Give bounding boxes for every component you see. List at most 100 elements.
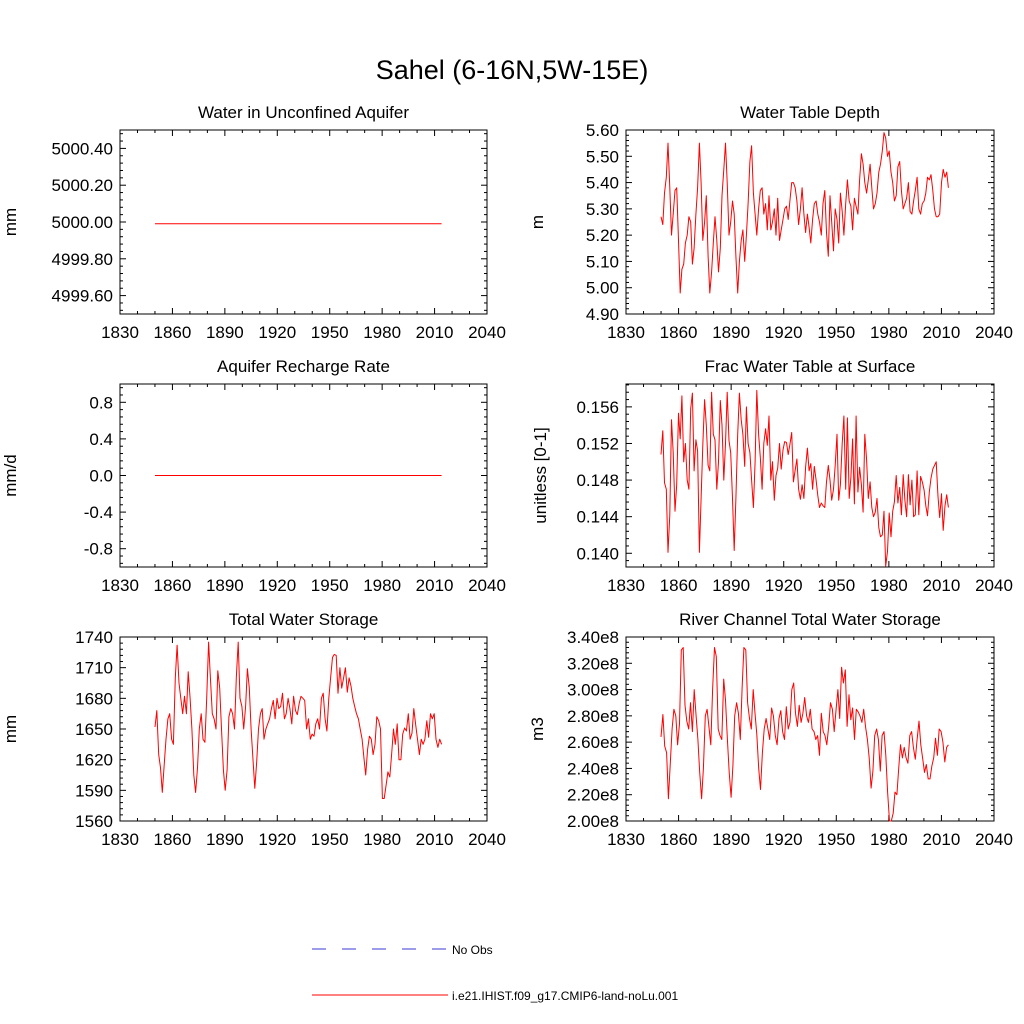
main-title: Sahel (6-16N,5W-15E) [375, 55, 649, 85]
y-tick-label: 5.10 [586, 252, 619, 271]
plot-frame [625, 383, 995, 568]
x-tick-label: 1950 [817, 830, 855, 849]
series-line [154, 641, 443, 799]
x-tick-label: 1920 [258, 576, 296, 595]
panel-total-water-storage: Total Water Storage mm 1830 1860 1890 1920 195… [1, 610, 506, 849]
y-tick-label: 2.00e8 [567, 812, 619, 831]
x-tick-label: 1980 [870, 830, 908, 849]
x-tick-label: 2040 [468, 323, 506, 342]
x-tick-label: 1920 [765, 830, 803, 849]
x-tick-label: 1830 [607, 323, 645, 342]
y-tick-label: 0.8 [89, 393, 113, 412]
x-tick-label: 1920 [765, 576, 803, 595]
y-tick-label: 5.50 [586, 147, 619, 166]
y-tick-label: 0.156 [576, 398, 619, 417]
x-tick-label: 2010 [416, 576, 454, 595]
y-tick-label: 3.20e8 [567, 654, 619, 673]
y-tick-label: 0.0 [89, 467, 113, 486]
y-tick-label: 2.80e8 [567, 707, 619, 726]
panel-river-channel-total-water-storage: River Channel Total Water Storage m3 1830 1… [528, 610, 1013, 849]
x-tick-label: 1830 [607, 576, 645, 595]
y-axis-label: unitless [0-1] [531, 427, 550, 523]
y-tick-label: -0.8 [84, 540, 113, 559]
y-tick-label: 4.90 [586, 305, 619, 324]
y-tick-label: 2.20e8 [567, 786, 619, 805]
x-tick-label: 1860 [154, 576, 192, 595]
x-tick-label: 1830 [101, 830, 139, 849]
y-axis-label: m3 [528, 717, 547, 741]
x-tick-label: 1830 [607, 830, 645, 849]
x-tick-label: 2040 [468, 830, 506, 849]
y-tick-label: 0.148 [576, 471, 619, 490]
y-tick-label: -0.4 [84, 503, 113, 522]
x-tick-label: 2010 [416, 830, 454, 849]
y-tick-label: 5.40 [586, 174, 619, 193]
x-tick-label: 1890 [206, 323, 244, 342]
x-tick-label: 1860 [154, 830, 192, 849]
y-tick-label: 4999.80 [52, 250, 113, 269]
series-line [660, 647, 949, 822]
x-tick-label: 2010 [923, 323, 961, 342]
panel-aquifer-recharge-rate: Aquifer Recharge Rate mm/d 1830 1860 1890 192… [1, 357, 506, 595]
x-tick-label: 1920 [258, 830, 296, 849]
y-tick-label: 5.20 [586, 226, 619, 245]
x-tick-label: 1980 [363, 323, 401, 342]
x-tick-label: 1860 [660, 323, 698, 342]
x-tick-label: 1860 [660, 576, 698, 595]
y-tick-label: 5000.00 [52, 213, 113, 232]
y-axis-label: mm [1, 715, 20, 743]
panel-title: Aquifer Recharge Rate [217, 357, 390, 376]
legend-label-model: i.e21.IHIST.f09_g17.CMIP6-land-noLu.001 [452, 989, 678, 1003]
y-tick-label: 0.152 [576, 434, 619, 453]
y-tick-label: 0.4 [89, 430, 113, 449]
series-line [660, 132, 949, 294]
plot-frame [625, 636, 995, 822]
plot-frame [119, 129, 488, 315]
x-tick-label: 1890 [712, 323, 750, 342]
x-tick-label: 1860 [660, 830, 698, 849]
y-tick-label: 3.00e8 [567, 681, 619, 700]
plot-frame [119, 636, 488, 822]
y-tick-label: 1590 [75, 781, 113, 800]
x-tick-label: 1980 [870, 323, 908, 342]
x-tick-label: 2040 [975, 830, 1013, 849]
x-tick-label: 1890 [712, 576, 750, 595]
y-tick-label: 5.60 [586, 121, 619, 140]
panel-water-in-unconfined-aquifer: Water in Unconfined Aquifer mm 1830 1860 189… [1, 103, 506, 342]
y-tick-label: 2.60e8 [567, 733, 619, 752]
y-tick-label: 5000.20 [52, 176, 113, 195]
y-tick-label: 4999.60 [52, 287, 113, 306]
panel-title: Total Water Storage [229, 610, 379, 629]
y-tick-label: 1650 [75, 720, 113, 739]
y-tick-label: 5.30 [586, 200, 619, 219]
x-tick-label: 2010 [416, 323, 454, 342]
x-tick-label: 1980 [870, 576, 908, 595]
x-tick-label: 1920 [765, 323, 803, 342]
y-tick-label: 0.144 [576, 508, 619, 527]
y-tick-label: 1620 [75, 751, 113, 770]
legend: No Obs i.e21.IHIST.f09_g17.CMIP6-land-no… [312, 943, 678, 1003]
y-tick-label: 3.40e8 [567, 628, 619, 647]
x-tick-label: 2010 [923, 830, 961, 849]
x-tick-label: 1950 [311, 830, 349, 849]
panel-title: Water in Unconfined Aquifer [198, 103, 409, 122]
x-tick-label: 1860 [154, 323, 192, 342]
x-tick-label: 1980 [363, 576, 401, 595]
y-axis-label: mm [1, 208, 20, 236]
panel-title: Water Table Depth [740, 103, 880, 122]
panel-title: River Channel Total Water Storage [679, 610, 941, 629]
panel-water-table-depth: Water Table Depth m 1830 1860 1890 1920 1950 19… [528, 103, 1013, 342]
y-tick-label: 1710 [75, 659, 113, 678]
x-tick-label: 1890 [206, 830, 244, 849]
y-tick-label: 0.140 [576, 544, 619, 563]
x-tick-label: 1890 [206, 576, 244, 595]
x-tick-label: 1950 [311, 576, 349, 595]
y-tick-label: 1560 [75, 812, 113, 831]
x-tick-label: 1830 [101, 323, 139, 342]
y-axis-label: mm/d [1, 454, 20, 497]
x-tick-label: 1950 [817, 323, 855, 342]
y-tick-label: 1740 [75, 628, 113, 647]
y-tick-label: 2.40e8 [567, 759, 619, 778]
y-tick-label: 1680 [75, 689, 113, 708]
